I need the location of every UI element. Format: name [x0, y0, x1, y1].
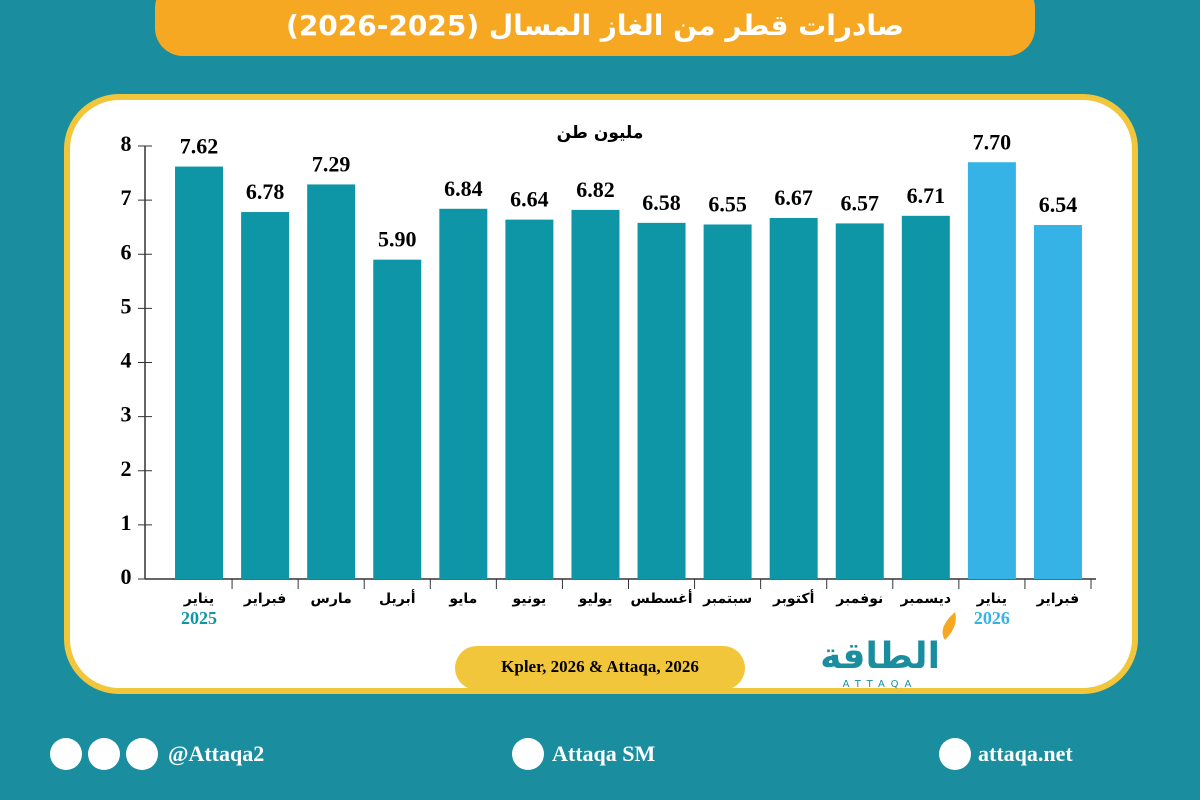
- x-tick-label: أغسطس: [631, 589, 693, 607]
- year-label: 2026: [974, 608, 1010, 628]
- brand-name: الطاقة: [820, 636, 940, 677]
- chart-title: صادرات قطر من الغاز المسال (2025-2026): [286, 9, 904, 42]
- y-tick-label: 2: [121, 456, 132, 481]
- y-tick-label: 0: [121, 564, 132, 589]
- bar: [505, 219, 554, 580]
- bar: [373, 259, 422, 579]
- value-label: 7.70: [973, 129, 1012, 154]
- value-label: 6.57: [841, 190, 880, 215]
- y-tick-label: 4: [121, 348, 132, 373]
- x-tick-label: سبتمبر: [702, 591, 752, 607]
- x-tick-label: ديسمبر: [900, 591, 952, 607]
- bar: [769, 217, 818, 579]
- bar: [241, 212, 290, 579]
- value-label: 5.90: [378, 227, 417, 252]
- value-label: 6.71: [907, 183, 946, 208]
- footer-social: @Attaqa2: [168, 741, 264, 766]
- y-tick-label: 7: [121, 185, 132, 210]
- x-tick-label: أكتوبر: [772, 589, 814, 607]
- bar: [901, 215, 950, 580]
- bar: [835, 223, 884, 579]
- value-label: 6.54: [1039, 192, 1078, 217]
- x-tick-label: مارس: [311, 591, 352, 607]
- value-label: 6.55: [708, 192, 747, 217]
- value-label: 7.29: [312, 151, 351, 176]
- bar: [571, 209, 620, 579]
- value-label: 7.62: [180, 134, 219, 159]
- x-tick-label: يونيو: [511, 591, 546, 607]
- title-banner: [155, 0, 1035, 56]
- bar: [1033, 225, 1082, 579]
- value-label: 6.67: [774, 185, 813, 210]
- value-label: 6.64: [510, 187, 549, 212]
- source-pill: [455, 646, 745, 690]
- y-tick-label: 5: [121, 293, 132, 318]
- source: Kpler, 2026 & Attaqa, 2026: [501, 657, 699, 676]
- x-tick-label: يناير: [976, 591, 1007, 607]
- bar: [703, 224, 752, 579]
- x-tick-label: فبراير: [1036, 591, 1079, 607]
- bar: [439, 208, 488, 579]
- bar: [175, 166, 224, 579]
- bar: [967, 162, 1016, 580]
- year-label: 2025: [181, 608, 217, 628]
- value-label: 6.58: [642, 190, 681, 215]
- x-tick-label: نوفمبر: [835, 591, 883, 607]
- x-tick-label: فبراير: [243, 591, 286, 607]
- x-tick-label: يناير: [183, 591, 214, 607]
- brand-drop: [942, 612, 956, 640]
- x-tick-label: أبريل: [379, 589, 416, 607]
- x-tick-label: يوليو: [578, 591, 613, 607]
- value-label: 6.78: [246, 179, 285, 204]
- brand-latin: ATTAQA: [843, 679, 918, 690]
- y-tick-label: 6: [121, 239, 132, 264]
- bar: [637, 222, 686, 580]
- footer-website: attaqa.net: [978, 741, 1073, 766]
- unit-label: مليون طن: [557, 123, 644, 143]
- value-label: 6.82: [576, 177, 615, 202]
- y-tick-label: 1: [121, 510, 132, 535]
- footer-icons: [50, 738, 971, 770]
- bar: [307, 184, 356, 579]
- x-tick-label: مايو: [448, 591, 477, 607]
- footer-youtube: Attaqa SM: [552, 741, 656, 766]
- y-tick-label: 3: [121, 402, 132, 427]
- value-label: 6.84: [444, 176, 483, 201]
- y-tick-label: 8: [121, 131, 132, 156]
